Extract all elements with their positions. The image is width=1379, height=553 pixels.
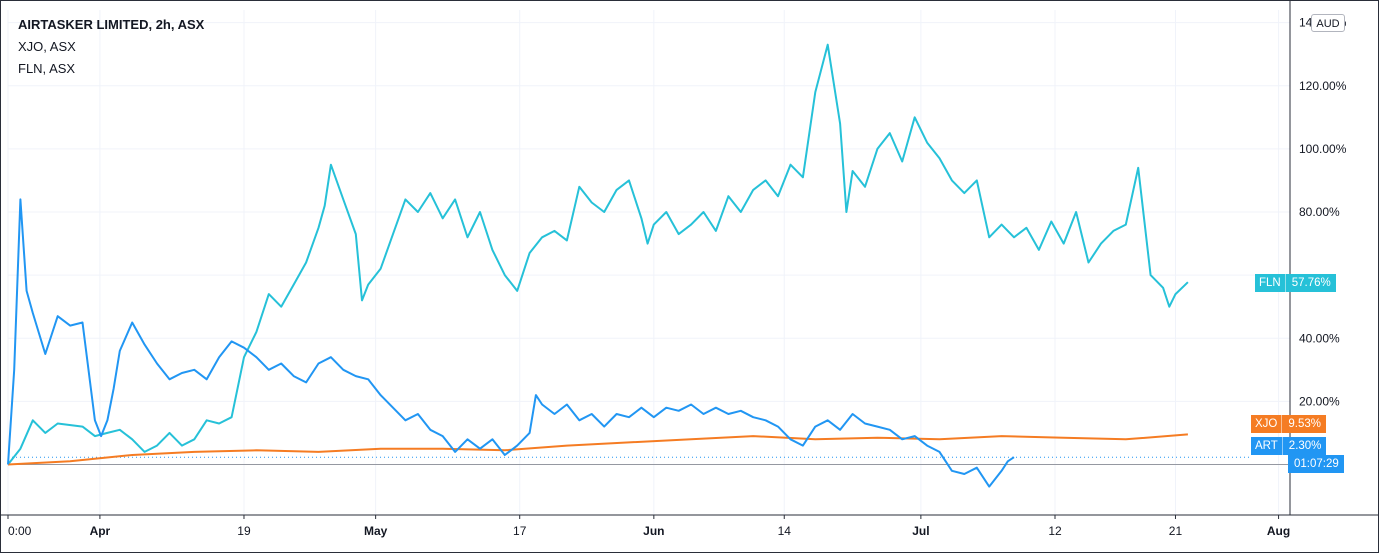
price-tag-fln-value: 57.76% xyxy=(1291,277,1331,289)
y-tick-label: 40.00% xyxy=(1299,331,1340,345)
price-tag-art-symbol: ART xyxy=(1251,437,1283,455)
x-tick-label: Apr xyxy=(90,524,111,538)
x-tick-label: Aug xyxy=(1267,524,1290,538)
x-tick-label: Jul xyxy=(912,524,929,538)
y-tick-label: 120.00% xyxy=(1299,79,1347,93)
x-axis-ticks: 0:00 Apr 19 May 17 Jun 14 Jul 12 21 Aug xyxy=(7,515,1290,538)
x-tick-label: 12 xyxy=(1048,524,1062,538)
x-tick-label: 0:00 xyxy=(8,524,32,538)
x-tick-label: 14 xyxy=(778,524,792,538)
series-line-art xyxy=(7,198,1015,488)
price-tag-fln: FLN 57.76% xyxy=(1255,274,1336,292)
y-axis-ticks: 140.00%120.00%100.00%80.00%40.00%20.00% xyxy=(1299,16,1347,409)
x-tick-label: 17 xyxy=(513,524,527,538)
price-tag-art-countdown: 01:07:29 xyxy=(1288,455,1344,473)
price-tag-fln-symbol: FLN xyxy=(1255,274,1286,292)
chart-legend: AIRTASKER LIMITED, 2h, ASX XJO, ASX FLN,… xyxy=(18,14,204,80)
y-tick-label: 100.00% xyxy=(1299,142,1347,156)
price-tag-art-countdown-text: 01:07:29 xyxy=(1294,458,1339,470)
y-tick-label: 80.00% xyxy=(1299,205,1340,219)
price-tag-xjo-symbol: XJO xyxy=(1251,415,1283,433)
legend-compare-fln[interactable]: FLN, ASX xyxy=(18,61,76,76)
legend-compare-xjo[interactable]: XJO, ASX xyxy=(18,39,76,54)
x-tick-label: Jun xyxy=(643,524,664,538)
currency-button[interactable]: AUD xyxy=(1311,14,1345,32)
x-tick-label: 19 xyxy=(237,524,251,538)
axes xyxy=(0,0,1379,516)
price-tag-art: ART 2.30% xyxy=(1251,437,1327,455)
price-tag-art-value: 2.30% xyxy=(1288,440,1322,452)
series-line-fln xyxy=(7,43,1189,466)
price-tag-xjo-value: 9.53% xyxy=(1288,418,1321,430)
series-line-xjo xyxy=(7,433,1188,466)
series-lines xyxy=(7,43,1189,488)
price-tag-xjo: XJO 9.53% xyxy=(1251,415,1326,433)
x-tick-label: May xyxy=(364,524,388,538)
x-tick-label: 21 xyxy=(1169,524,1183,538)
legend-main-symbol[interactable]: AIRTASKER LIMITED, 2h, ASX xyxy=(18,17,205,32)
y-tick-label: 20.00% xyxy=(1299,394,1340,408)
